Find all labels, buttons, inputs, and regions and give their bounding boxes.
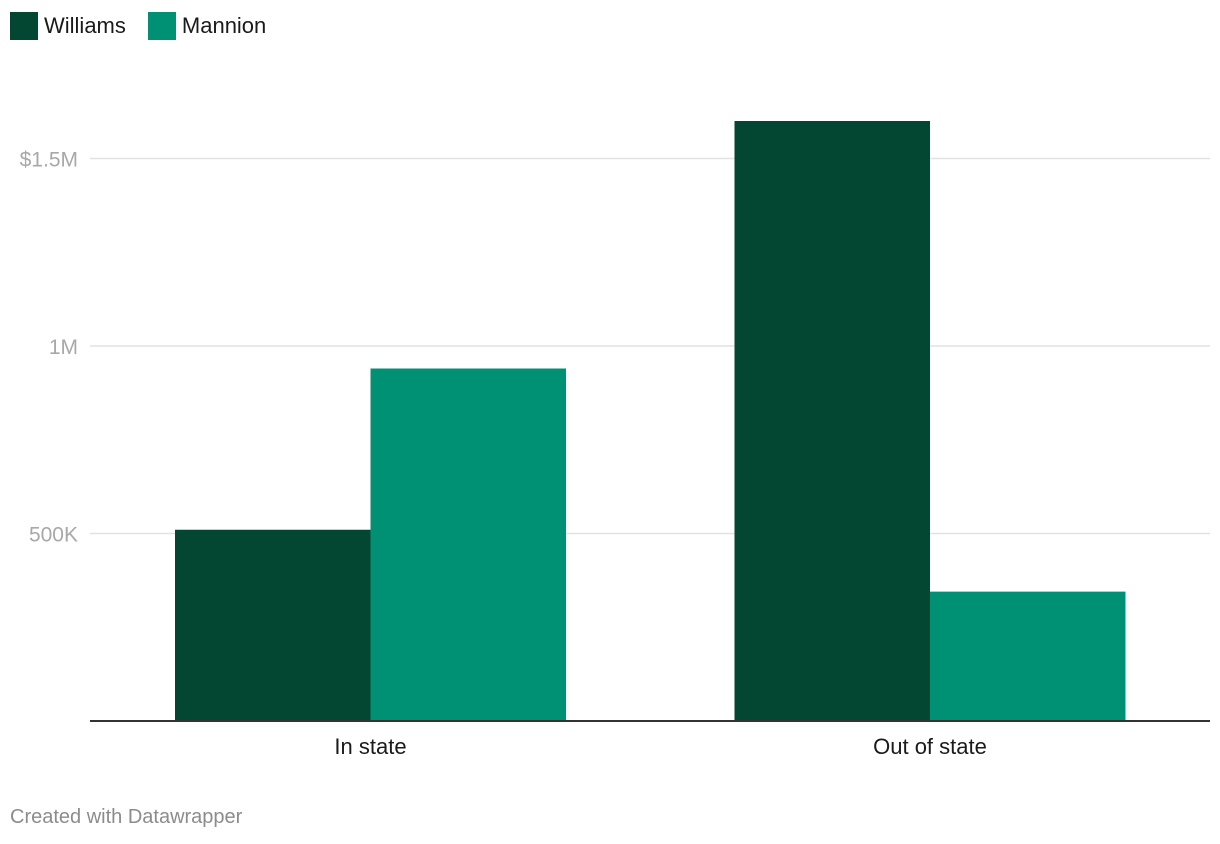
legend-swatch <box>147 12 176 40</box>
bar-mannion-1 <box>930 591 1126 721</box>
legend-label: Mannion <box>181 13 267 38</box>
bar-chart: 500K 1M $1.5M In state Out of state <box>20 121 1210 759</box>
bar-williams-0 <box>175 529 371 721</box>
y-tick-label: $1.5M <box>20 149 78 172</box>
legend-item: Mannion <box>147 12 267 40</box>
legend-item: Williams <box>10 12 126 40</box>
x-category-label: In state <box>334 734 406 759</box>
x-category-label: Out of state <box>873 734 987 759</box>
chart-legend: Williams Mannion <box>10 10 288 42</box>
bar-williams-1 <box>734 121 930 721</box>
legend-label: Williams <box>44 13 126 38</box>
footer-credit[interactable]: Created with Datawrapper <box>10 806 243 828</box>
y-tick-label: 500K <box>29 524 78 547</box>
y-tick-label: 1M <box>49 336 78 359</box>
bar-mannion-0 <box>370 368 566 721</box>
legend-swatch <box>10 12 38 40</box>
